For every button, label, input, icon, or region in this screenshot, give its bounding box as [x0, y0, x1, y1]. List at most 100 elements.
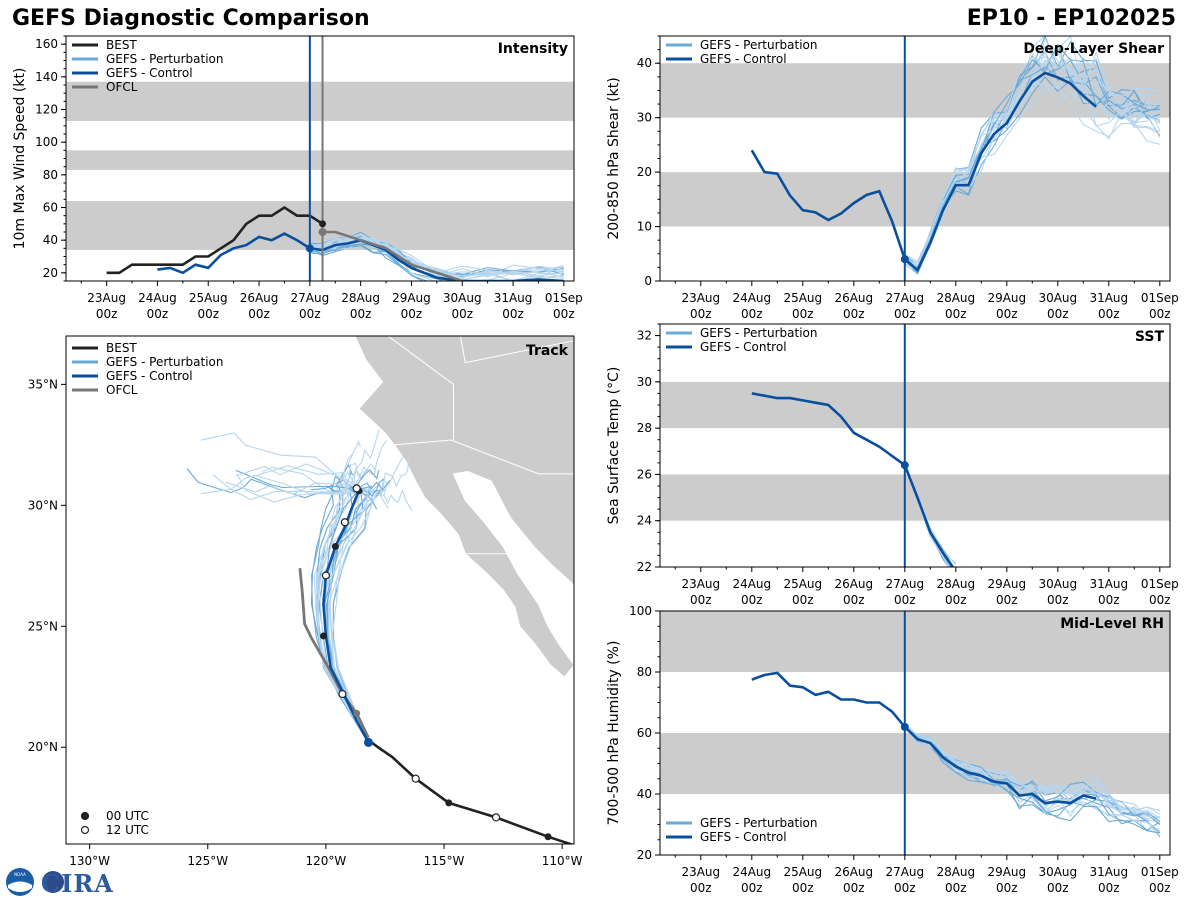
- x-tick-hour: 00z: [147, 307, 169, 321]
- x-tick-hour: 00z: [792, 593, 814, 607]
- y-tick-label: 40: [637, 56, 652, 70]
- x-tick-date: 01Sep: [1141, 865, 1179, 879]
- y-tick-label: 30: [637, 375, 652, 389]
- x-tick-date: 27Aug: [885, 291, 924, 305]
- x-tick-hour: 00z: [1047, 593, 1069, 607]
- x-tick-hour: 00z: [792, 881, 814, 895]
- x-tick-hour: 00z: [690, 593, 712, 607]
- x-tick-hour: 00z: [553, 307, 575, 321]
- perturbation-track: [235, 463, 380, 743]
- panel-intensity: 20 40 60 80 100 120 140 160 23Aug 00z 24Aug 00z 25Au…: [12, 35, 583, 321]
- legend-label: OFCL: [106, 383, 138, 397]
- legend-label: BEST: [106, 341, 137, 355]
- x-tick-date: 30Aug: [443, 291, 482, 305]
- perturbation-line: [309, 234, 564, 276]
- threshold-band: [660, 611, 1170, 672]
- x-tick-hour: 00z: [1047, 307, 1069, 321]
- marker-legend-label: 12 UTC: [106, 823, 149, 837]
- y-tick-label: 32: [637, 329, 652, 343]
- legend-label: GEFS - Perturbation: [700, 38, 817, 52]
- x-tick-hour: 00z: [945, 307, 967, 321]
- lat-tick-label: 35°N: [28, 377, 58, 391]
- x-tick-hour: 00z: [1149, 881, 1171, 895]
- best-00utc-marker: [445, 799, 453, 807]
- current-position-marker: [363, 737, 373, 747]
- x-tick-hour: 00z: [792, 307, 814, 321]
- y-tick-label: 24: [637, 514, 652, 528]
- x-tick-date: 25Aug: [783, 291, 822, 305]
- x-tick-date: 23Aug: [681, 865, 720, 879]
- y-axis-label: Sea Surface Temp (°C): [606, 367, 622, 525]
- control-init-marker: [900, 722, 909, 731]
- x-tick-hour: 00z: [502, 307, 524, 321]
- y-tick-label: 60: [637, 726, 652, 740]
- lon-tick-label: 110°W: [542, 854, 583, 868]
- best-12utc-marker: [411, 774, 420, 783]
- x-tick-hour: 00z: [690, 881, 712, 895]
- perturbation-track: [212, 474, 369, 743]
- perturbation-line: [904, 44, 1160, 272]
- y-tick-label: 22: [637, 560, 652, 574]
- x-tick-date: 31Aug: [1089, 865, 1128, 879]
- legend-label: BEST: [106, 38, 137, 52]
- marker-legend-swatch: [80, 811, 90, 821]
- perturbation-track: [331, 454, 411, 743]
- control-init-marker: [900, 461, 909, 470]
- x-tick-hour: 00z: [299, 307, 321, 321]
- x-tick-hour: 00z: [96, 307, 118, 321]
- legend-label: GEFS - Perturbation: [106, 355, 223, 369]
- y-tick-label: 30: [637, 111, 652, 125]
- legend-label: OFCL: [106, 80, 138, 94]
- x-tick-hour: 00z: [197, 307, 219, 321]
- x-tick-hour: 00z: [945, 593, 967, 607]
- x-tick-date: 27Aug: [885, 577, 924, 591]
- panel-title: Mid-Level RH: [1060, 616, 1164, 632]
- control-00utc-marker: [331, 542, 339, 550]
- mexico-state-border: [573, 541, 574, 544]
- x-tick-hour: 00z: [945, 881, 967, 895]
- land-mass: [354, 336, 574, 678]
- y-tick-label: 40: [637, 787, 652, 801]
- series-gefs-control: [751, 392, 955, 567]
- x-tick-date: 28Aug: [936, 291, 975, 305]
- lon-tick-label: 125°W: [187, 854, 228, 868]
- x-tick-date: 28Aug: [936, 577, 975, 591]
- x-tick-date: 31Aug: [494, 291, 533, 305]
- control-track: [322, 487, 370, 744]
- x-tick-date: 29Aug: [392, 291, 431, 305]
- panel-rh: 20 40 60 80 100 23Aug 00z 24Aug 00z 25Aug 00z 26Aug…: [606, 604, 1179, 895]
- x-tick-hour: 00z: [843, 881, 865, 895]
- y-tick-label: 100: [35, 135, 58, 149]
- panel-shear: 0 10 20 30 40 23Aug 00z 24Aug 00z 25Aug 00z 26Aug 00…: [606, 35, 1179, 321]
- y-tick-label: 160: [35, 37, 58, 51]
- control-12utc-marker: [338, 689, 347, 699]
- panel-frame: [659, 323, 1171, 568]
- lon-tick-label: 115°W: [424, 854, 465, 868]
- y-tick-label: 20: [43, 266, 58, 280]
- x-tick-hour: 00z: [741, 593, 763, 607]
- y-tick-label: 60: [43, 201, 58, 215]
- marker-legend-label: 00 UTC: [106, 809, 149, 823]
- panel-sst: 22 24 26 28 30 32 23Aug 00z 24Aug 00z 25Aug 00z 26Au…: [606, 323, 1179, 607]
- x-tick-hour: 00z: [451, 307, 473, 321]
- x-tick-date: 29Aug: [987, 865, 1026, 879]
- x-tick-date: 23Aug: [681, 291, 720, 305]
- x-tick-date: 24Aug: [732, 291, 771, 305]
- x-tick-date: 25Aug: [783, 865, 822, 879]
- x-tick-date: 25Aug: [189, 291, 228, 305]
- x-tick-date: 28Aug: [341, 291, 380, 305]
- legend-label: GEFS - Perturbation: [700, 326, 817, 340]
- threshold-band: [66, 150, 574, 170]
- threshold-band: [660, 172, 1170, 227]
- ofcl-track: [298, 568, 370, 739]
- x-tick-hour: 00z: [843, 593, 865, 607]
- perturbation-line: [904, 52, 1161, 272]
- x-tick-hour: 00z: [894, 881, 916, 895]
- y-tick-label: 26: [637, 467, 652, 481]
- x-tick-date: 26Aug: [834, 865, 873, 879]
- y-tick-label: 20: [637, 165, 652, 179]
- x-tick-hour: 00z: [1047, 881, 1069, 895]
- control-00utc-marker: [320, 632, 328, 640]
- x-tick-date: 01Sep: [1141, 291, 1179, 305]
- threshold-band: [660, 63, 1170, 118]
